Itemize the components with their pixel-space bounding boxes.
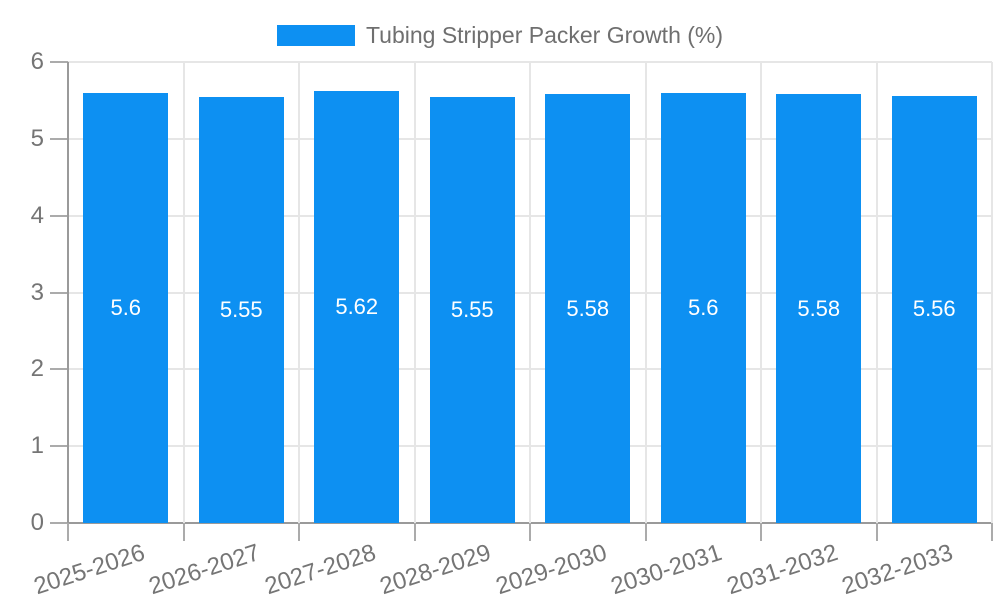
- x-tick-label: 2027-2028: [261, 539, 380, 600]
- y-tick-mark: [50, 214, 68, 217]
- y-tick-label: 5: [30, 124, 44, 152]
- bar-value-label: 5.58: [797, 295, 841, 321]
- x-gridline: [182, 62, 185, 523]
- y-tick-mark: [50, 61, 68, 63]
- x-tick-mark: [182, 523, 185, 541]
- x-tick-mark: [298, 523, 300, 541]
- y-tick-mark: [50, 368, 68, 371]
- bar-2029-2030[interactable]: [545, 94, 631, 523]
- x-tick-mark: [67, 523, 69, 541]
- x-tick-label: 2029-2030: [492, 539, 611, 600]
- bar-value-label: 5.62: [335, 294, 379, 320]
- y-tick-mark: [50, 291, 68, 294]
- x-gridline: [298, 62, 300, 523]
- y-tick-label: 6: [30, 48, 44, 75]
- y-tick-label: 2: [30, 355, 44, 383]
- x-tick-label: 2028-2029: [377, 539, 495, 600]
- x-tick-mark: [760, 523, 762, 541]
- x-tick-label: 2032-2033: [839, 539, 957, 600]
- x-tick-mark: [529, 523, 531, 541]
- x-tick-label: 2026-2027: [146, 539, 264, 600]
- y-tick-label: 0: [30, 509, 44, 536]
- bar-value-label: 5.55: [450, 296, 494, 322]
- x-tick-mark: [875, 523, 878, 541]
- x-gridline: [760, 62, 762, 523]
- x-tick-mark: [413, 523, 416, 541]
- y-tick-mark: [50, 445, 68, 448]
- legend-title: Tubing Stripper Packer Growth (%): [365, 22, 724, 48]
- x-gridline: [991, 62, 993, 523]
- x-tick-mark: [991, 523, 993, 541]
- y-axis-line: [67, 62, 69, 523]
- bar-value-label: 5.56: [912, 296, 956, 322]
- x-tick-label: 2031-2032: [723, 539, 842, 600]
- x-gridline: [529, 62, 531, 523]
- y-tick-mark: [50, 522, 68, 524]
- y-tick-label: 1: [30, 432, 44, 460]
- bar-value-label: 5.58: [566, 295, 610, 321]
- x-gridline: [644, 62, 647, 523]
- bar-value-label: 5.6: [687, 294, 719, 320]
- bar-2030-2031[interactable]: [660, 92, 746, 523]
- chart-legend[interactable]: Tubing Stripper Packer Growth (%): [0, 22, 1000, 48]
- legend-swatch: [276, 24, 355, 46]
- bar-2032-2033[interactable]: [891, 95, 977, 523]
- y-tick-mark: [50, 137, 68, 140]
- bar-2025-2026[interactable]: [83, 92, 169, 523]
- y-tick-label: 4: [30, 201, 44, 229]
- bar-2026-2027[interactable]: [198, 96, 284, 523]
- x-gridline: [413, 62, 416, 523]
- bar-value-label: 5.6: [110, 294, 142, 320]
- bar-2031-2032[interactable]: [776, 94, 862, 523]
- x-tick-label: 2030-2031: [608, 539, 726, 600]
- bar-2028-2029[interactable]: [429, 96, 515, 523]
- x-tick-label: 2025-2026: [30, 539, 149, 600]
- x-gridline: [875, 62, 878, 523]
- x-tick-mark: [644, 523, 647, 541]
- bar-value-label: 5.55: [219, 296, 263, 322]
- y-tick-label: 3: [30, 278, 44, 306]
- bar-2027-2028[interactable]: [314, 91, 400, 523]
